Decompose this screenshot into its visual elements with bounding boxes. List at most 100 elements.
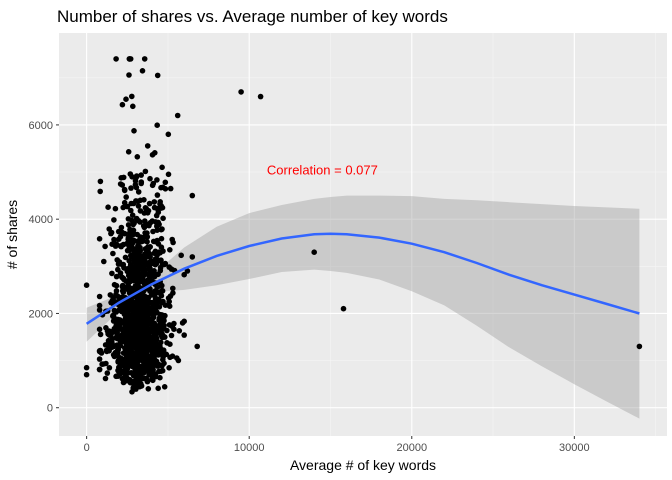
data-point (146, 200, 153, 207)
data-point (118, 326, 125, 333)
data-point (149, 290, 155, 297)
data-point (159, 288, 166, 294)
data-point (109, 339, 115, 346)
data-point (138, 296, 144, 303)
data-point (149, 218, 156, 224)
data-point (138, 383, 145, 389)
data-point (171, 320, 177, 327)
data-point (107, 292, 114, 298)
data-point (116, 236, 122, 242)
data-point (117, 243, 124, 249)
data-point (131, 128, 137, 134)
y-axis-ticks: 0 2000 4000 6000 (29, 120, 59, 415)
x-axis-title: Average # of key words (290, 457, 436, 473)
data-point (125, 235, 132, 241)
data-point (165, 131, 172, 138)
data-point (113, 309, 120, 315)
data-point (96, 302, 103, 309)
data-point (154, 237, 160, 244)
data-point (167, 185, 174, 192)
data-point (128, 200, 134, 207)
data-point (137, 247, 144, 254)
data-point (160, 347, 167, 354)
data-point (104, 328, 111, 334)
data-point (176, 328, 183, 334)
data-point (166, 303, 173, 310)
data-point (146, 222, 152, 229)
data-point (159, 164, 165, 171)
data-point (117, 318, 124, 325)
x-axis-ticks: 0 10000 20000 30000 (84, 436, 590, 454)
data-point (174, 112, 181, 119)
data-point (159, 363, 165, 369)
x-tick-label: 20000 (396, 442, 427, 454)
data-point (146, 261, 152, 267)
data-point (126, 56, 133, 62)
data-point (121, 186, 128, 193)
data-point (144, 143, 151, 149)
data-point (110, 328, 116, 335)
data-point (130, 313, 137, 320)
data-point (96, 307, 103, 313)
data-point (129, 93, 135, 100)
data-point (155, 385, 161, 392)
data-point (145, 318, 152, 325)
data-point (115, 346, 122, 353)
data-point (179, 320, 186, 326)
y-tick-label: 2000 (29, 308, 53, 320)
data-point (150, 377, 156, 384)
data-point (117, 367, 124, 374)
data-point (178, 252, 184, 259)
data-point (122, 322, 129, 329)
x-tick-label: 10000 (234, 442, 265, 454)
data-point (150, 367, 156, 373)
data-point (126, 230, 133, 236)
data-point (162, 260, 169, 267)
data-point (139, 68, 146, 74)
data-point (636, 343, 643, 350)
data-point (122, 254, 129, 261)
data-point (117, 270, 124, 276)
data-point (138, 262, 145, 268)
data-point (142, 329, 148, 335)
data-point (120, 204, 126, 211)
data-point (110, 250, 116, 257)
data-point (141, 210, 148, 216)
data-point (103, 347, 110, 354)
data-point (155, 250, 161, 256)
data-point (159, 204, 166, 211)
data-point (143, 205, 149, 212)
data-point (142, 168, 149, 175)
data-point (149, 182, 156, 189)
data-point (122, 370, 129, 376)
data-point (112, 205, 119, 212)
data-point (154, 298, 160, 304)
data-point (143, 337, 149, 344)
data-point (155, 271, 161, 278)
data-point (151, 199, 158, 205)
data-point (108, 230, 114, 237)
data-point (159, 299, 165, 306)
data-point (135, 339, 141, 345)
data-point (145, 386, 152, 392)
y-tick-label: 6000 (29, 120, 53, 132)
data-point (150, 305, 157, 312)
data-point (109, 270, 115, 277)
data-point (138, 180, 144, 187)
data-point (142, 299, 148, 306)
data-point (169, 353, 176, 360)
data-point (158, 235, 165, 242)
data-point (96, 326, 103, 333)
data-point (184, 268, 191, 274)
confidence-ribbon (86, 195, 640, 419)
chart-title: Number of shares vs. Average number of k… (57, 7, 448, 26)
data-point (137, 197, 144, 204)
data-point (189, 254, 196, 260)
data-point (181, 271, 187, 278)
data-point (157, 257, 164, 264)
data-point (116, 259, 123, 265)
grid-major (59, 33, 667, 436)
data-point (141, 224, 148, 231)
data-point (132, 181, 139, 188)
data-point (97, 331, 104, 338)
